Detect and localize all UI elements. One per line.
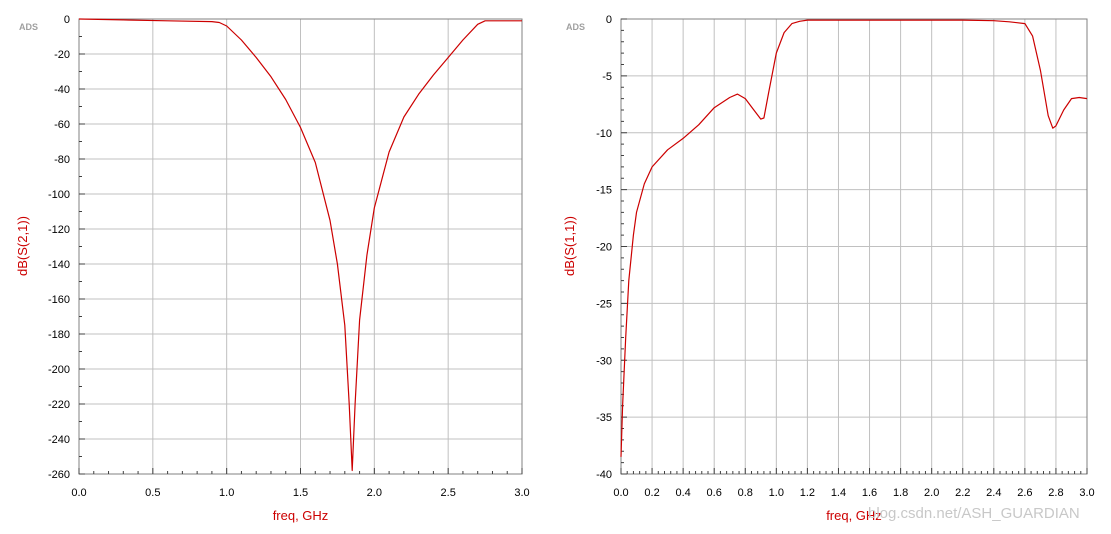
y-axis-label: dB(S(1,1)) [562,216,577,276]
x-tick-label: 1.8 [893,487,908,499]
y-tick-label: -140 [48,259,70,271]
y-tick-label: -5 [602,71,612,83]
y-tick-label: -200 [48,364,70,376]
ads-brand-label: ADS [566,22,585,32]
ads-brand-label: ADS [19,22,38,32]
y-axis-label: dB(S(2,1)) [15,216,30,276]
x-tick-label: 1.4 [831,487,846,499]
x-tick-label: 1.6 [862,487,877,499]
x-tick-label: 0.0 [613,487,628,499]
x-tick-label: 1.0 [219,487,234,499]
x-tick-label: 2.6 [1017,487,1032,499]
x-axis-label: freq, GHz [826,508,882,523]
x-tick-label: 0.2 [644,487,659,499]
x-tick-label: 0.6 [707,487,722,499]
series-line-1 [78,18,522,472]
x-tick-label: 3.0 [1079,487,1094,499]
y-tick-label: -180 [48,329,70,341]
y-tick-label: -10 [596,128,612,140]
y-tick-label: -160 [48,294,70,306]
y-tick-label: -35 [596,412,612,424]
y-tick-label: -80 [54,154,70,166]
y-tick-label: 0 [606,14,612,26]
x-tick-label: 0.8 [738,487,753,499]
watermark-text: blog.csdn.net/ASH_GUARDIAN [868,505,1080,522]
x-tick-label: 0.0 [71,487,86,499]
chart-2: 0 -5 -10 -15 -20 -25 -30 -35 -400.0 0.2 0.4 0.6 0.8 1… [562,14,1095,523]
x-tick-label: 2.4 [986,487,1001,499]
x-tick-label: 2.8 [1048,487,1063,499]
series-line-1 [620,19,1088,457]
y-tick-label: -40 [596,469,612,481]
x-tick-label: 0.4 [675,487,690,499]
y-tick-label: -220 [48,399,70,411]
y-tick-label: -20 [54,49,70,61]
y-tick-label: -20 [596,242,612,254]
y-tick-label: -120 [48,224,70,236]
x-tick-label: 1.0 [769,487,784,499]
x-tick-label: 3.0 [514,487,529,499]
y-tick-label: -240 [48,434,70,446]
y-tick-label: -30 [596,355,612,367]
y-tick-label: -15 [596,185,612,197]
x-tick-label: 2.0 [924,487,939,499]
y-tick-label: -40 [54,84,70,96]
y-tick-label: -25 [596,298,612,310]
x-tick-label: 2.0 [367,487,382,499]
y-tick-label: 0 [64,14,70,26]
x-tick-label: 0.5 [145,487,160,499]
x-tick-label: 1.2 [800,487,815,499]
y-tick-label: -100 [48,189,70,201]
chart-1: 0 -20 -40 -60 -80 -100 -120 -140 -160 -180 -200 -22… [15,14,530,523]
x-tick-label: 2.2 [955,487,970,499]
y-tick-label: -260 [48,469,70,481]
x-tick-label: 1.5 [293,487,308,499]
x-tick-label: 2.5 [441,487,456,499]
x-axis-label: freq, GHz [273,508,329,523]
y-tick-label: -60 [54,119,70,131]
